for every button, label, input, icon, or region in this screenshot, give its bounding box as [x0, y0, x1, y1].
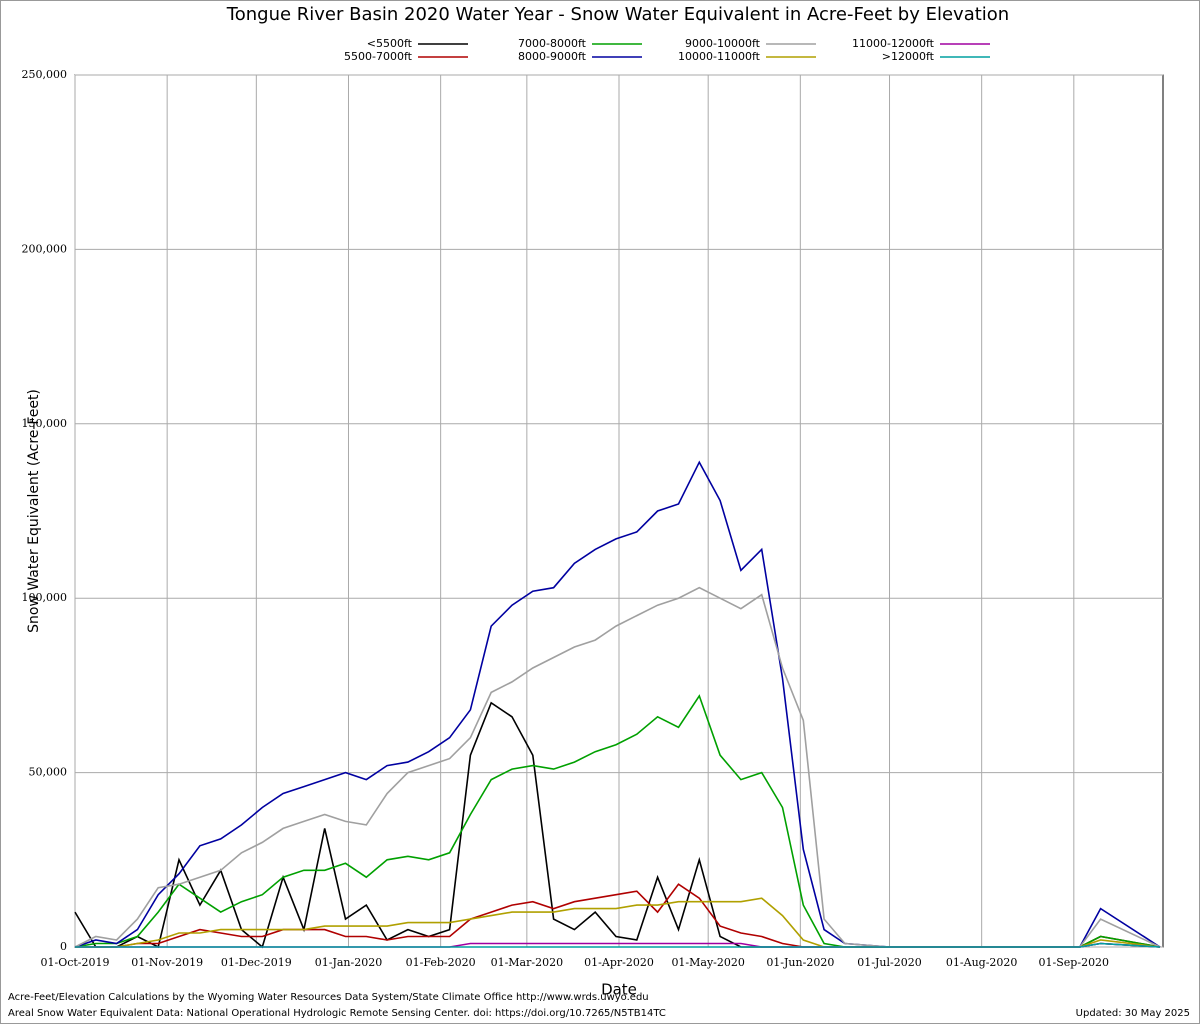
chart-title: Tongue River Basin 2020 Water Year - Sno…	[226, 4, 1009, 25]
series-line	[74, 460, 1161, 948]
legend-label: 8000-9000ft	[518, 50, 587, 63]
x-tick-label: 01-Mar-2020	[491, 956, 564, 969]
y-tick-label: 200,000	[22, 242, 68, 255]
series-line	[75, 897, 1161, 948]
legend-label: 10000-11000ft	[678, 50, 761, 63]
legend-label: 9000-10000ft	[685, 37, 761, 50]
footer: Areal Snow Water Equivalent Data: Nation…	[8, 1008, 666, 1019]
footer: Acre-Feet/Elevation Calculations by the …	[8, 992, 649, 1003]
x-tick-label: 01-Apr-2020	[584, 956, 654, 969]
x-tick-label: 01-Jul-2020	[857, 956, 921, 969]
x-tick-label: 01-Dec-2019	[221, 956, 292, 969]
x-tick-label: 01-May-2020	[671, 956, 744, 969]
legend-label: <5500ft	[367, 37, 413, 50]
legend-label: 5500-7000ft	[344, 50, 413, 63]
updated-note: Updated: 30 May 2025	[1076, 1008, 1190, 1019]
y-tick-label: 100,000	[22, 591, 68, 604]
x-tick-label: 01-Sep-2020	[1039, 956, 1110, 969]
x-tick-label: 01-Nov-2019	[131, 956, 203, 969]
legend-label: 11000-12000ft	[852, 37, 935, 50]
x-tick-label: 01-Aug-2020	[946, 956, 1018, 969]
x-tick-label: 01-Oct-2019	[40, 956, 109, 969]
legend-label: >12000ft	[882, 50, 935, 63]
y-tick-label: 0	[60, 940, 67, 953]
series-line	[74, 694, 1161, 948]
y-tick-label: 150,000	[22, 417, 68, 430]
y-tick-label: 250,000	[22, 68, 68, 81]
x-tick-label: 01-Jun-2020	[766, 956, 834, 969]
y-axis-label: Snow Water Equivalent (Acre-Feet)	[26, 389, 42, 633]
legend-label: 7000-8000ft	[518, 37, 587, 50]
y-tick-label: 50,000	[29, 766, 68, 779]
series-line	[74, 586, 1161, 948]
x-tick-label: 01-Feb-2020	[406, 956, 476, 969]
x-tick-label: 01-Jan-2020	[315, 956, 382, 969]
series-line	[75, 942, 1161, 948]
x-axis-label: Date	[601, 981, 637, 999]
